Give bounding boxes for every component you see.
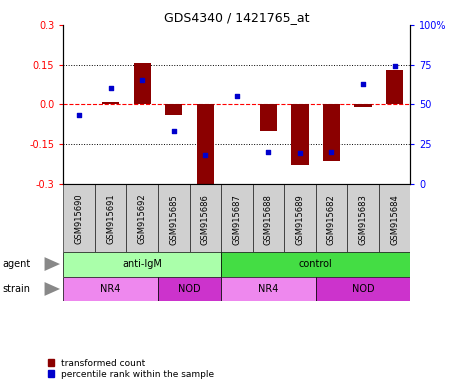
Title: GDS4340 / 1421765_at: GDS4340 / 1421765_at [164,11,310,24]
Bar [221,276,316,301]
Bar [316,184,347,252]
Bar [323,104,340,161]
Bar [221,184,253,252]
Bar [134,63,151,104]
Text: GSM915691: GSM915691 [106,194,115,245]
Text: agent: agent [2,259,30,269]
Text: control: control [299,259,333,269]
Bar [260,104,277,131]
Bar [127,184,158,252]
Point [391,63,398,69]
Text: GSM915684: GSM915684 [390,194,399,245]
Point [296,151,304,157]
Bar [63,184,95,252]
Text: GSM915688: GSM915688 [264,194,273,245]
Bar [189,184,221,252]
Bar [347,184,379,252]
Text: GSM915687: GSM915687 [232,194,242,245]
Bar [355,104,372,107]
Text: anti-IgM: anti-IgM [122,259,162,269]
Bar [197,104,214,185]
Point [138,78,146,84]
Bar [386,70,403,104]
Point [233,93,241,99]
Bar [316,276,410,301]
Bar [284,184,316,252]
Text: NR4: NR4 [258,284,279,294]
Bar [253,184,284,252]
Text: NOD: NOD [178,284,201,294]
Point [265,149,272,155]
Text: NOD: NOD [352,284,374,294]
Point [107,85,114,91]
Point [328,149,335,155]
Bar [291,104,309,165]
Polygon shape [45,257,60,271]
Text: GSM915685: GSM915685 [169,194,178,245]
Text: GSM915692: GSM915692 [138,194,147,245]
Text: NR4: NR4 [100,284,121,294]
Bar [63,252,221,276]
Text: strain: strain [2,284,30,294]
Point [170,128,177,134]
Bar [158,184,189,252]
Text: GSM915689: GSM915689 [295,194,304,245]
Bar [165,104,182,115]
Text: GSM915683: GSM915683 [358,194,368,245]
Point [76,112,83,118]
Point [202,152,209,158]
Text: GSM915682: GSM915682 [327,194,336,245]
Point [359,81,367,87]
Text: GSM915686: GSM915686 [201,194,210,245]
Text: GSM915690: GSM915690 [75,194,83,245]
Bar [102,102,119,104]
Bar [63,276,158,301]
Bar [158,276,221,301]
Bar [95,184,127,252]
Legend: transformed count, percentile rank within the sample: transformed count, percentile rank withi… [47,358,215,379]
Bar [221,252,410,276]
Bar [379,184,410,252]
Polygon shape [45,282,60,296]
